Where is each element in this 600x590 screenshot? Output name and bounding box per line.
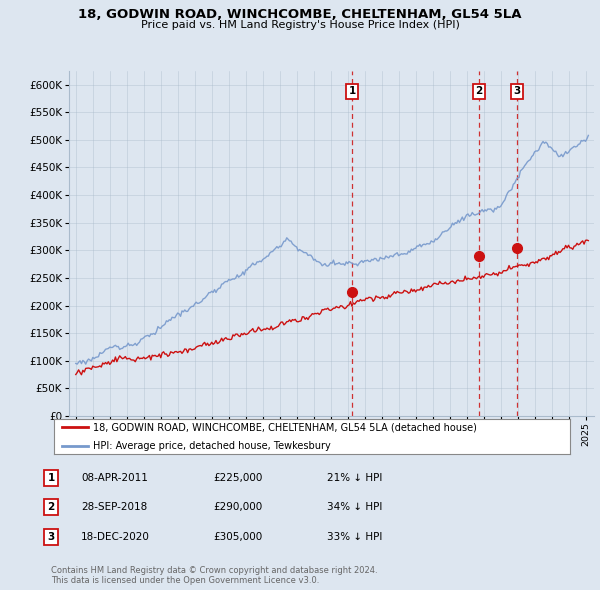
Text: 3: 3: [47, 532, 55, 542]
Text: 21% ↓ HPI: 21% ↓ HPI: [327, 473, 382, 483]
Text: 18, GODWIN ROAD, WINCHCOMBE, CHELTENHAM, GL54 5LA (detached house): 18, GODWIN ROAD, WINCHCOMBE, CHELTENHAM,…: [92, 422, 476, 432]
Text: Price paid vs. HM Land Registry's House Price Index (HPI): Price paid vs. HM Land Registry's House …: [140, 20, 460, 30]
Text: 3: 3: [513, 86, 520, 96]
Text: 18-DEC-2020: 18-DEC-2020: [81, 532, 150, 542]
Text: HPI: Average price, detached house, Tewkesbury: HPI: Average price, detached house, Tewk…: [92, 441, 331, 451]
Text: £305,000: £305,000: [213, 532, 262, 542]
Text: 2: 2: [476, 86, 483, 96]
Text: Contains HM Land Registry data © Crown copyright and database right 2024.
This d: Contains HM Land Registry data © Crown c…: [51, 566, 377, 585]
Text: 1: 1: [47, 473, 55, 483]
Text: £290,000: £290,000: [213, 503, 262, 512]
Text: £225,000: £225,000: [213, 473, 262, 483]
Text: 34% ↓ HPI: 34% ↓ HPI: [327, 503, 382, 512]
Text: 28-SEP-2018: 28-SEP-2018: [81, 503, 147, 512]
Text: 2: 2: [47, 503, 55, 512]
Text: 33% ↓ HPI: 33% ↓ HPI: [327, 532, 382, 542]
Text: 1: 1: [349, 86, 356, 96]
Text: 18, GODWIN ROAD, WINCHCOMBE, CHELTENHAM, GL54 5LA: 18, GODWIN ROAD, WINCHCOMBE, CHELTENHAM,…: [78, 8, 522, 21]
Text: 08-APR-2011: 08-APR-2011: [81, 473, 148, 483]
